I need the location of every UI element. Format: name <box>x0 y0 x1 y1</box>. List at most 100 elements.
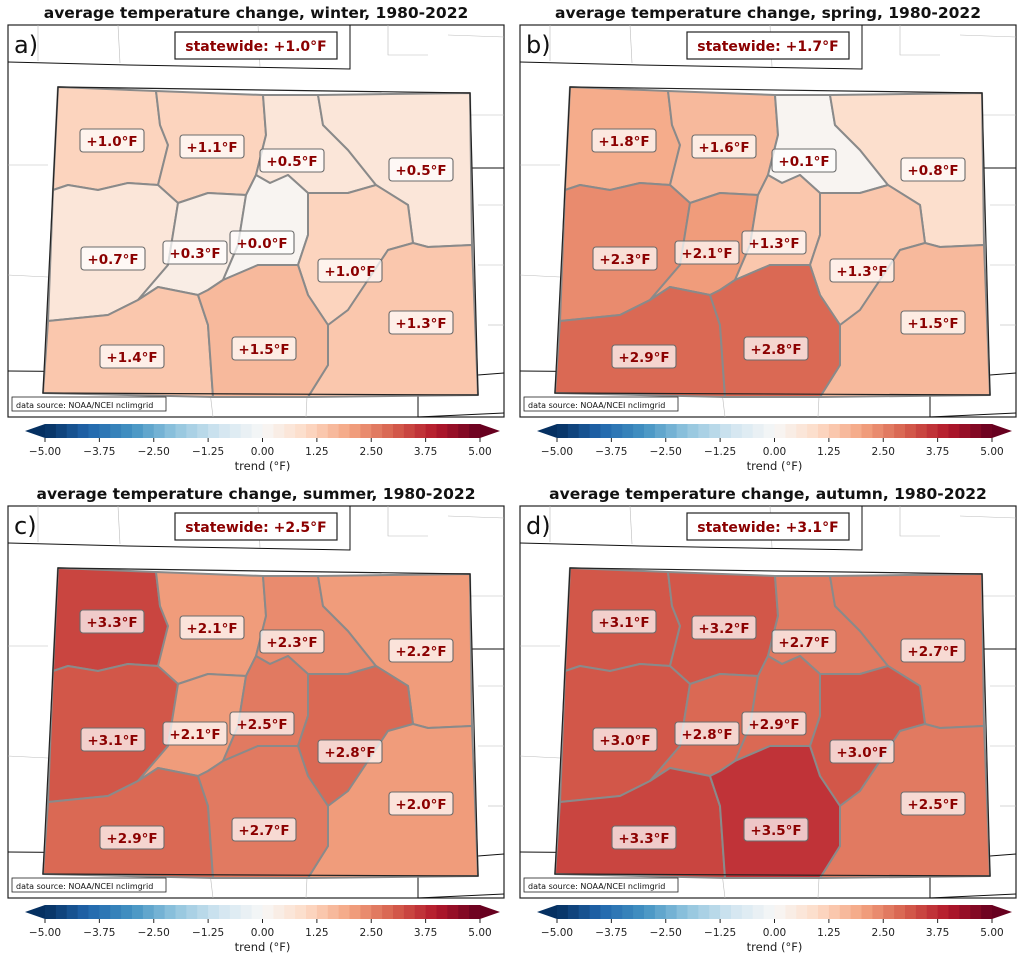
region-label-central-plains: +2.8°F <box>317 739 383 764</box>
region-san-luis-valley <box>709 745 841 879</box>
colorbar-bin <box>66 424 79 438</box>
colorbar-bin <box>731 424 743 438</box>
colorbar-bin <box>360 424 372 438</box>
svg-text:data source: NOAA/NCEI nclimgr: data source: NOAA/NCEI nclimgrid <box>528 882 665 891</box>
region-value: +3.3°F <box>618 831 669 847</box>
region-label-northern-front-range: +2.3°F <box>259 629 325 654</box>
colorbar-bin <box>110 905 122 919</box>
colorbar-bin <box>611 905 623 919</box>
colorbar-bin <box>153 424 166 438</box>
panel-title: average temperature change, spring, 1980… <box>555 4 981 22</box>
colorbar-bin <box>818 905 830 919</box>
region-label-southeast-plains: +2.0°F <box>388 791 454 816</box>
colorbar-bin <box>164 905 176 919</box>
colorbar-tick-label: 0.00 <box>763 446 786 458</box>
region-label-southwest: +2.9°F <box>611 344 677 369</box>
region-value: +2.1°F <box>169 727 220 743</box>
colorbar-label: trend (°F) <box>747 459 803 473</box>
colorbar-bin <box>981 424 993 438</box>
colorado-border <box>554 567 991 877</box>
colorbar-bin <box>229 905 242 919</box>
region-label-southeast-plains: +2.5°F <box>900 791 966 816</box>
map-panel-4: average temperature change, autumn, 1980… <box>512 481 1024 962</box>
region-value: +1.0°F <box>324 264 375 280</box>
colorbar-bin <box>915 905 928 919</box>
colorbar-bin <box>622 905 634 919</box>
colorbar-bin <box>709 424 721 438</box>
region-label-northeast-plains: +2.7°F <box>900 638 966 663</box>
region-value: +2.9°F <box>748 717 799 733</box>
colorbar-bin <box>709 905 721 919</box>
colorbar-bin <box>796 424 808 438</box>
region-value: +1.0°F <box>86 134 137 150</box>
map-svg: c) statewide: +2.5°F +3.3°F +2.1°F +2.3°F +2.… <box>7 505 505 954</box>
colorbar-bin <box>905 905 917 919</box>
colorbar-bin <box>796 905 808 919</box>
colorbar-bin <box>937 424 949 438</box>
colorbar-bin <box>393 424 405 438</box>
colorbar-bin <box>807 424 819 438</box>
colorbar-bin <box>731 905 743 919</box>
colorbar-tick-label: 1.25 <box>305 446 328 458</box>
region-label-central-mountains: +2.8°F <box>674 721 740 746</box>
colorbar-bin <box>316 905 329 919</box>
colorbar-bin <box>578 905 591 919</box>
region-label-central-plains: +1.3°F <box>829 258 895 283</box>
colorbar-bin <box>687 905 699 919</box>
colorbar-bin <box>622 424 634 438</box>
colorbar-bin <box>959 424 971 438</box>
colorbar-tick-label: 5.00 <box>468 927 491 939</box>
colorbar-bin <box>316 424 329 438</box>
region-label-central-mountains: +0.3°F <box>162 240 228 265</box>
region-value: +2.2°F <box>395 644 446 660</box>
colorbar-bin <box>327 905 340 919</box>
colorbar-bin <box>142 905 155 919</box>
panel-label: d) <box>526 512 551 540</box>
colorbar-bin <box>872 905 884 919</box>
source-note: data source: NOAA/NCEI nclimgrid <box>523 877 679 893</box>
colorbar-tick-label: −5.00 <box>541 446 573 458</box>
colorbar-bin <box>327 424 340 438</box>
region-value: +2.9°F <box>106 831 157 847</box>
colorado-border <box>554 86 991 396</box>
colorbar-bin <box>763 424 775 438</box>
colorbar-bin <box>436 424 448 438</box>
colorbar-tick-label: −1.25 <box>704 927 736 939</box>
colorbar-bin <box>240 905 253 919</box>
colorbar-bin <box>926 905 939 919</box>
region-value: +3.1°F <box>87 733 138 749</box>
colorbar: −5.00 −3.75 −2.50 −1.25 0.00 1.25 2.50 3.75 5.00… <box>25 424 500 473</box>
statewide-box: statewide: +2.5°F <box>174 512 338 541</box>
region-label-northern-front-range: +0.5°F <box>259 148 325 173</box>
colorbar-tick-label: −1.25 <box>192 446 224 458</box>
region-value: +3.0°F <box>836 745 887 761</box>
colorbar-tick-label: 3.75 <box>926 446 949 458</box>
colorbar-bin <box>861 424 873 438</box>
colorbar-extend-low <box>25 424 45 438</box>
colorbar-bin <box>458 424 470 438</box>
colorbar-bin <box>447 424 459 438</box>
colorbar-bin <box>55 905 68 919</box>
region-label-southwest: +1.4°F <box>99 344 165 369</box>
colorbar-bin <box>153 905 166 919</box>
colorbar-extend-low <box>537 905 557 919</box>
map-panel-2: average temperature change, spring, 1980… <box>512 0 1024 481</box>
region-value: +3.0°F <box>599 733 650 749</box>
region-value: +1.5°F <box>238 342 289 358</box>
colorbar-bin <box>741 424 754 438</box>
colorbar-bin <box>720 905 732 919</box>
colorbar-bin <box>436 905 448 919</box>
colorbar-bin <box>883 424 895 438</box>
region-label-central-mountains: +2.1°F <box>674 240 740 265</box>
colorbar-bin <box>403 424 416 438</box>
colorado-border <box>42 567 479 877</box>
colorbar-extend-high <box>992 905 1012 919</box>
colorbar-bin <box>186 905 198 919</box>
colorbar-bin <box>883 905 895 919</box>
colorbar-tick-label: −5.00 <box>29 927 61 939</box>
region-label-north-central-mountains: +2.1°F <box>179 615 245 640</box>
colorbar-bin <box>251 905 263 919</box>
region-label-northern-front-range: +2.7°F <box>771 629 837 654</box>
statewide-value: statewide: +1.7°F <box>697 39 838 55</box>
colorbar-bin <box>360 905 372 919</box>
